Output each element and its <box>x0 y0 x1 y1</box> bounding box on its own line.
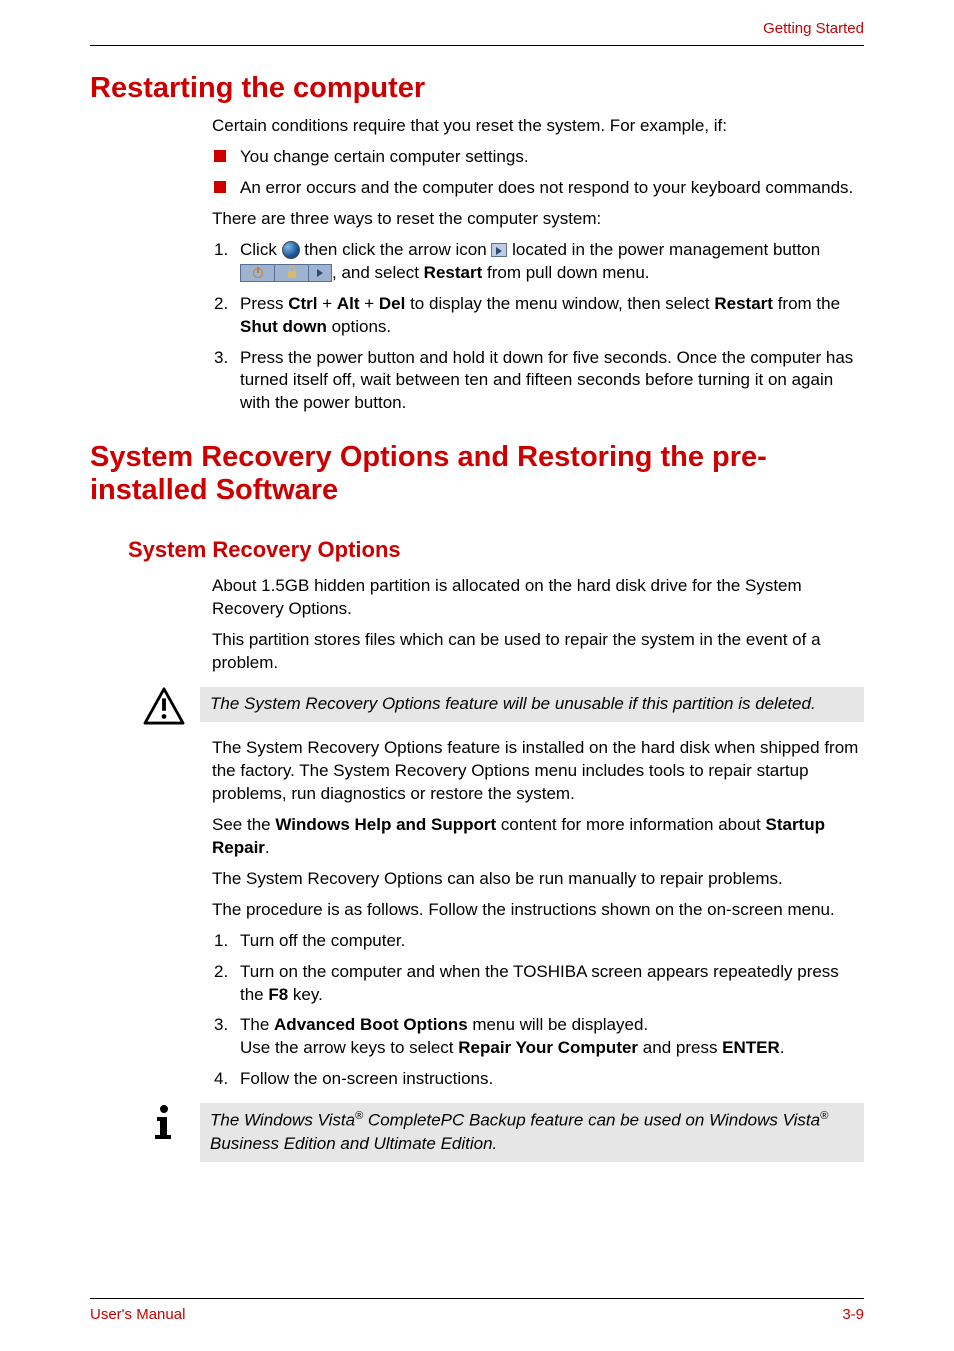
help-support-label: Windows Help and Support <box>275 815 496 834</box>
info-callout: The Windows Vista® CompletePC Backup fea… <box>142 1103 864 1162</box>
warning-callout: The System Recovery Options feature will… <box>142 687 864 725</box>
text: Business Edition and Ultimate Edition. <box>210 1134 497 1153</box>
text: + <box>317 294 336 313</box>
registered-mark: ® <box>355 1110 363 1122</box>
section1-body: Certain conditions require that you rese… <box>212 115 864 415</box>
text: key. <box>288 985 323 1004</box>
key-ctrl: Ctrl <box>288 294 317 313</box>
text: located in the power management button <box>512 240 820 259</box>
repair-label: Repair Your Computer <box>458 1038 638 1057</box>
step-item: The Advanced Boot Options menu will be d… <box>212 1014 864 1060</box>
text: Use the arrow keys to select <box>240 1038 458 1057</box>
text: . <box>780 1038 785 1057</box>
text: to display the menu window, then select <box>405 294 714 313</box>
subheading-recovery-options: System Recovery Options <box>128 537 864 563</box>
paragraph: The System Recovery Options feature is i… <box>212 737 864 806</box>
info-icon <box>147 1103 181 1143</box>
key-enter: ENTER <box>722 1038 780 1057</box>
registered-mark: ® <box>820 1110 828 1122</box>
warning-icon <box>143 687 185 725</box>
info-text: The Windows Vista® CompletePC Backup fea… <box>200 1103 864 1162</box>
text: Turn on the computer and when the TOSHIB… <box>240 962 839 1004</box>
text: from the <box>773 294 840 313</box>
text: , and select <box>332 263 424 282</box>
warning-text: The System Recovery Options feature will… <box>200 687 864 722</box>
step-item: Press the power button and hold it down … <box>212 347 864 416</box>
text: from pull down menu. <box>482 263 649 282</box>
text: The Windows Vista <box>210 1111 355 1130</box>
bullet-item: You change certain computer settings. <box>212 146 864 169</box>
heading-recovery: System Recovery Options and Restoring th… <box>90 441 864 507</box>
footer-manual-label: User's Manual <box>90 1306 185 1323</box>
text: The <box>240 1015 274 1034</box>
lead-text: There are three ways to reset the comput… <box>212 208 864 231</box>
footer-page-number: 3-9 <box>842 1306 864 1323</box>
bullet-item: An error occurs and the computer does no… <box>212 177 864 200</box>
step-item: Press Ctrl + Alt + Del to display the me… <box>212 293 864 339</box>
text: menu will be displayed. <box>468 1015 648 1034</box>
abo-label: Advanced Boot Options <box>274 1015 468 1034</box>
arrow-icon <box>491 243 507 257</box>
text: . <box>265 838 270 857</box>
text: CompletePC Backup feature can be used on… <box>363 1111 820 1130</box>
section2-body2: The System Recovery Options feature is i… <box>212 737 864 1091</box>
header-rule <box>90 45 864 46</box>
page-header-section: Getting Started <box>90 20 864 37</box>
step-item: Follow the on-screen instructions. <box>212 1068 864 1091</box>
key-del: Del <box>379 294 405 313</box>
step-item: Turn on the computer and when the TOSHIB… <box>212 961 864 1007</box>
text: and press <box>638 1038 722 1057</box>
intro-text: Certain conditions require that you rese… <box>212 115 864 138</box>
paragraph: The System Recovery Options can also be … <box>212 868 864 891</box>
step-item: Turn off the computer. <box>212 930 864 953</box>
paragraph: The procedure is as follows. Follow the … <box>212 899 864 922</box>
restart-label: Restart <box>424 263 483 282</box>
text: + <box>360 294 379 313</box>
paragraph: About 1.5GB hidden partition is allocate… <box>212 575 864 621</box>
text: options. <box>327 317 391 336</box>
text: then click the arrow icon <box>304 240 491 259</box>
section2-body: About 1.5GB hidden partition is allocate… <box>212 575 864 675</box>
step-item: Click then click the arrow icon located … <box>212 239 864 285</box>
restart-label: Restart <box>714 294 773 313</box>
page-footer: User's Manual 3-9 <box>90 1298 864 1323</box>
heading-restarting: Restarting the computer <box>90 72 864 105</box>
paragraph: This partition stores files which can be… <box>212 629 864 675</box>
text: See the <box>212 815 275 834</box>
start-orb-icon <box>282 241 300 259</box>
text: Click <box>240 240 282 259</box>
power-management-button-icon <box>240 264 332 282</box>
key-alt: Alt <box>337 294 360 313</box>
shutdown-label: Shut down <box>240 317 327 336</box>
key-f8: F8 <box>268 985 288 1004</box>
paragraph: See the Windows Help and Support content… <box>212 814 864 860</box>
text: content for more information about <box>496 815 765 834</box>
text: Press <box>240 294 288 313</box>
